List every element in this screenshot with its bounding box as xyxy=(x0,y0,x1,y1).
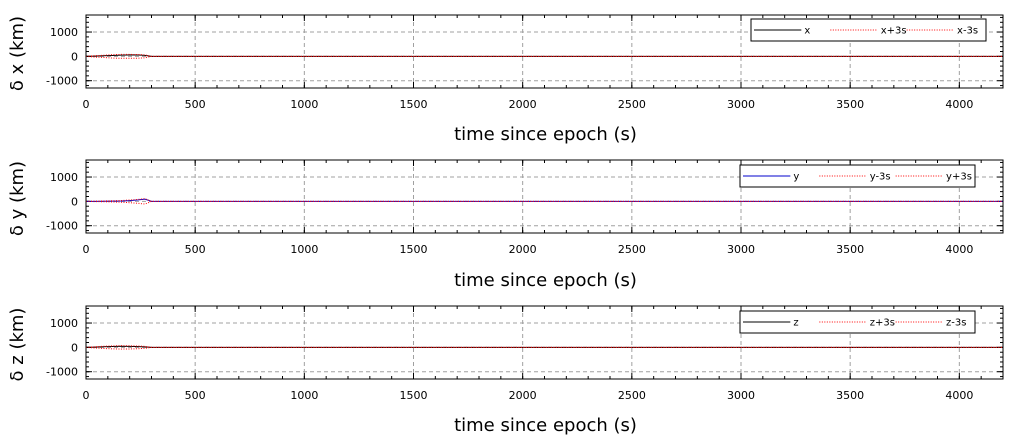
legend-label-x-3s: x-3s xyxy=(957,26,978,37)
x-tick-label: 4000 xyxy=(945,243,973,256)
y-tick-label: 1000 xyxy=(50,26,78,39)
y-tick-label: 0 xyxy=(71,195,78,208)
axes-frame xyxy=(85,159,1004,234)
x-tick-label: 2000 xyxy=(509,389,537,402)
series-line-z+3s xyxy=(85,345,1003,348)
y-tick-label: -1000 xyxy=(46,366,78,379)
x-axis-label: time since epoch (s) xyxy=(454,270,637,291)
x-tick-label: 2500 xyxy=(618,98,646,111)
x-tick-label: 1500 xyxy=(400,98,428,111)
legend-label-z+3s: z+3s xyxy=(870,318,895,329)
axes-frame xyxy=(85,14,1004,89)
x-tick-label: 2500 xyxy=(618,389,646,402)
legend-label-y+3s: y+3s xyxy=(946,172,972,183)
y-tick-label: -1000 xyxy=(46,75,78,88)
legend-label-z-3s: z-3s xyxy=(946,318,966,329)
subplot-2: 0 500 1000 1500 2000 2500 3000 3500 4000 -1000 0 10… xyxy=(7,159,1004,291)
x-tick-label: 3000 xyxy=(727,389,755,402)
x-tick-label: 500 xyxy=(185,389,206,402)
x-tick-label: 3000 xyxy=(727,98,755,111)
y-tick-label: -1000 xyxy=(46,220,78,233)
x-tick-label: 0 xyxy=(83,98,90,111)
subplot-1: 0 500 1000 1500 2000 2500 3000 3500 4000 -1000 0 10… xyxy=(7,14,1004,145)
x-tick-label: 1000 xyxy=(290,389,318,402)
x-tick-label: 3500 xyxy=(836,98,864,111)
x-tick-label: 2000 xyxy=(509,243,537,256)
series-line-z-3s xyxy=(85,346,1003,350)
y-tick-label: 1000 xyxy=(50,171,78,184)
y-axis-label: δ x (km) xyxy=(7,16,28,91)
legend: x x+3s x-3s xyxy=(750,18,987,42)
y-axis-label: δ z (km) xyxy=(7,308,28,382)
legend: z z+3s z-3s xyxy=(739,310,976,334)
x-tick-label: 500 xyxy=(185,98,206,111)
x-tick-label: 3000 xyxy=(727,243,755,256)
x-tick-label: 3500 xyxy=(836,389,864,402)
legend-label-y: y xyxy=(793,172,799,183)
legend-label-y-3s: y-3s xyxy=(870,172,891,183)
y-tick-label: 1000 xyxy=(50,317,78,330)
legend: y y-3s y+3s xyxy=(739,164,976,188)
x-tick-label: 1500 xyxy=(400,389,428,402)
x-tick-label: 2000 xyxy=(509,98,537,111)
legend-label-x+3s: x+3s xyxy=(881,26,907,37)
y-tick-label: 0 xyxy=(71,50,78,63)
x-tick-label: 4000 xyxy=(945,389,973,402)
series-line-y xyxy=(86,198,1003,202)
legend-label-x: x xyxy=(804,26,810,37)
x-tick-label: 500 xyxy=(185,243,206,256)
y-tick-label: 0 xyxy=(71,341,78,354)
x-tick-label: 4000 xyxy=(945,98,973,111)
series-line-x xyxy=(85,54,1003,57)
legend-label-z: z xyxy=(793,318,798,329)
subplot-3: 0 500 1000 1500 2000 2500 3000 3500 4000 -1000 0 10… xyxy=(7,305,1004,436)
x-axis-label: time since epoch (s) xyxy=(454,415,637,436)
x-axis-label: time since epoch (s) xyxy=(454,124,637,145)
x-tick-label: 1000 xyxy=(290,98,318,111)
x-tick-label: 0 xyxy=(83,243,90,256)
y-axis-label: δ y (km) xyxy=(7,161,28,236)
series-line-x-3s xyxy=(85,55,1003,59)
x-tick-label: 3500 xyxy=(836,243,864,256)
x-tick-label: 0 xyxy=(83,389,90,402)
x-tick-label: 1000 xyxy=(290,243,318,256)
axes-frame xyxy=(85,305,1004,380)
series-line-x+3s xyxy=(85,53,1003,57)
x-tick-label: 2500 xyxy=(618,243,646,256)
x-tick-label: 1500 xyxy=(400,243,428,256)
series-line-z xyxy=(85,345,1003,348)
